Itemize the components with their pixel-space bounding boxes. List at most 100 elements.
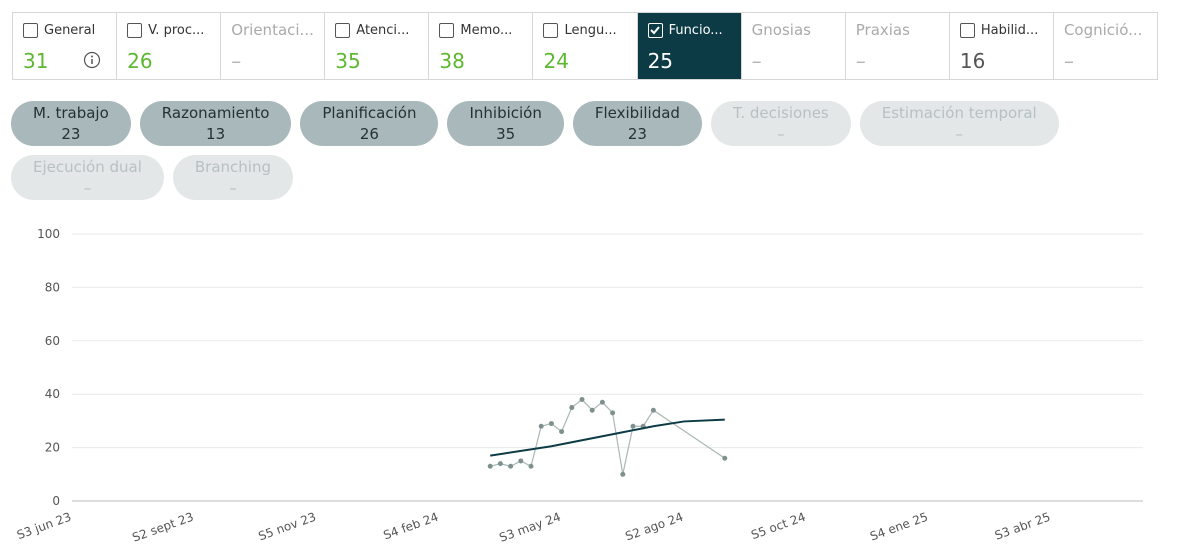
pill-label: Razonamiento xyxy=(161,103,270,122)
pill[interactable]: Ejecución dual – xyxy=(11,155,164,200)
tab[interactable]: Funcio... 25 xyxy=(637,13,742,79)
pill[interactable]: Branching – xyxy=(172,155,293,200)
tab[interactable]: Gnosias – xyxy=(742,13,846,79)
pill[interactable]: Flexibilidad 23 xyxy=(572,101,702,146)
checkbox[interactable] xyxy=(127,23,143,38)
info-icon[interactable] xyxy=(83,51,101,73)
pill-label: T. decisiones xyxy=(732,103,829,122)
tab-label-row: Praxias xyxy=(856,21,910,39)
pill[interactable]: Planificación 26 xyxy=(300,101,439,146)
tab-label-row: Cognició... xyxy=(1064,21,1142,39)
checkbox[interactable] xyxy=(439,23,455,38)
pill[interactable]: Inhibición 35 xyxy=(447,101,564,146)
tab-label-row: General xyxy=(23,23,95,38)
data-point xyxy=(559,429,565,435)
tab[interactable]: Orientaci... – xyxy=(221,13,326,79)
tab-label: Lengu... xyxy=(564,23,617,38)
x-tick-label: S5 nov 23 xyxy=(256,510,317,544)
tab[interactable]: Memo... 38 xyxy=(429,13,534,79)
x-tick-label: S3 abr 25 xyxy=(993,510,1052,543)
x-tick-label: S5 oct 24 xyxy=(749,510,807,543)
data-point xyxy=(518,458,524,464)
tab-label-row: Orientaci... xyxy=(231,21,314,39)
pill-label: Inhibición xyxy=(469,103,542,122)
x-tick-label: S4 feb 24 xyxy=(382,510,441,543)
pill-value: – xyxy=(955,124,963,143)
checkbox[interactable] xyxy=(543,23,559,38)
tab-label-row: Funcio... xyxy=(647,23,723,38)
checkbox[interactable] xyxy=(647,23,663,38)
tab-label: Gnosias xyxy=(751,21,811,39)
y-tick-label: 40 xyxy=(45,387,60,401)
tab-label: V. proc... xyxy=(148,23,205,38)
tab-value: 16 xyxy=(959,49,986,73)
series-line xyxy=(490,418,725,457)
tab-label-row: Gnosias xyxy=(752,21,811,39)
pill[interactable]: Estimación temporal – xyxy=(859,101,1059,146)
tab[interactable]: Cognició... – xyxy=(1054,13,1157,79)
pill-label: Flexibilidad xyxy=(594,103,680,122)
data-point xyxy=(508,463,514,469)
data-point xyxy=(497,461,503,467)
tab[interactable]: V. proc... 26 xyxy=(117,13,222,79)
tab-value: 24 xyxy=(543,49,569,73)
data-point xyxy=(650,407,656,413)
pill-value: 13 xyxy=(206,124,226,143)
data-point xyxy=(589,407,595,413)
pill-value: 26 xyxy=(359,124,379,143)
tab-value: 31 xyxy=(23,49,49,73)
y-tick-label: 100 xyxy=(37,227,60,241)
info-glyph xyxy=(83,51,101,69)
checkbox[interactable] xyxy=(23,23,38,38)
checkbox[interactable] xyxy=(335,23,351,38)
tab-label: Funcio... xyxy=(668,23,723,38)
data-point xyxy=(548,421,554,427)
y-tick-label: 20 xyxy=(45,441,60,455)
tab-label: Orientaci... xyxy=(231,21,314,39)
data-point xyxy=(487,463,493,469)
data-point xyxy=(579,397,585,403)
pill-value: – xyxy=(83,178,92,197)
y-tick-label: 0 xyxy=(52,494,60,508)
pill[interactable]: T. decisiones – xyxy=(710,101,851,146)
tab-value: – xyxy=(855,49,866,73)
tab-label: General xyxy=(44,23,96,38)
data-point xyxy=(620,471,626,477)
tab-label: Memo... xyxy=(460,23,513,38)
pill-value: 23 xyxy=(61,124,81,143)
tab-label: Praxias xyxy=(855,21,910,39)
data-point xyxy=(528,463,534,469)
tab-label: Atenci... xyxy=(356,23,410,38)
tab-label-row: V. proc... xyxy=(127,23,204,38)
tab-label-row: Habilid... xyxy=(959,23,1039,38)
pill-label: Planificación xyxy=(322,103,417,122)
data-point xyxy=(610,410,616,416)
tab-value: 35 xyxy=(335,49,361,73)
pill-label: Branching xyxy=(194,157,271,176)
tab-value: 25 xyxy=(647,49,674,73)
data-point xyxy=(538,423,544,429)
tab-value: 26 xyxy=(127,49,153,73)
tab-label-row: Lengu... xyxy=(543,23,617,38)
tab[interactable]: General 31 xyxy=(13,13,118,79)
tab-label-row: Atenci... xyxy=(335,23,409,38)
pill[interactable]: Razonamiento 13 xyxy=(139,101,292,146)
tab[interactable]: Atenci... 35 xyxy=(325,13,430,79)
tab[interactable]: Lengu... 24 xyxy=(533,13,638,79)
tab-label: Habilid... xyxy=(980,23,1039,38)
pill-label: Estimación temporal xyxy=(881,103,1037,122)
tab-value: – xyxy=(231,49,242,73)
pill-bar: M. trabajo 23 Razonamiento 13 Planificación 2… xyxy=(11,101,1161,200)
pill-label: M. trabajo xyxy=(33,103,109,122)
data-point xyxy=(630,423,636,429)
pill[interactable]: M. trabajo 23 xyxy=(11,101,131,146)
series-line xyxy=(490,398,726,475)
pill-value: 35 xyxy=(496,124,516,143)
checkbox[interactable] xyxy=(959,23,975,38)
tab-value: – xyxy=(751,49,762,73)
tab[interactable]: Praxias – xyxy=(846,13,950,79)
tab[interactable]: Habilid... 16 xyxy=(950,13,1054,79)
x-tick-label: S3 may 24 xyxy=(497,510,562,544)
